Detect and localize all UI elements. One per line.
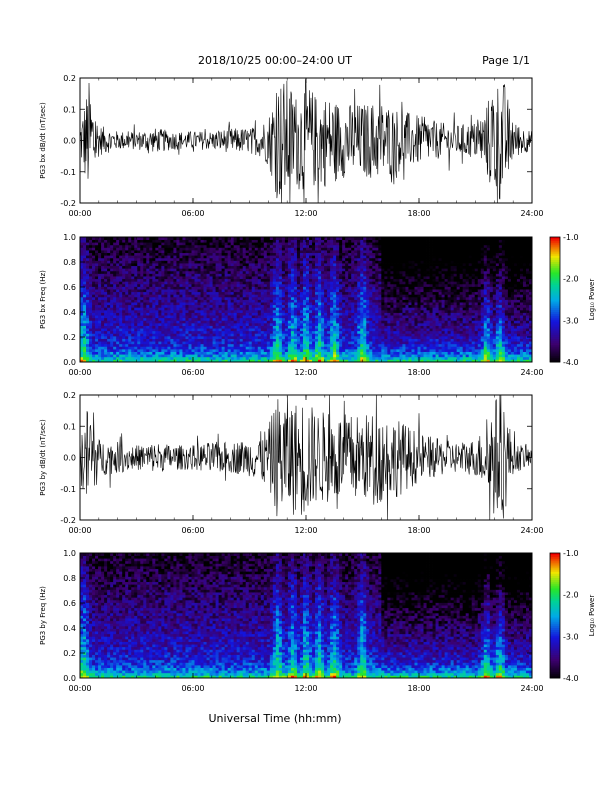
x-tick-label: 24:00	[520, 526, 543, 535]
y-tick-label: 0.2	[63, 74, 76, 83]
y-tick-label: 0.0	[63, 454, 76, 463]
x-tick-label: 24:00	[520, 209, 543, 218]
y-tick-label: 0.1	[63, 422, 76, 431]
colorbar-label: Log₁₀ Power	[588, 279, 596, 321]
x-axis-label: Universal Time (hh:mm)	[209, 712, 342, 725]
chart-panel-1: 00:00 06:00 12:00 18:00 24:00 0.2 0.1 0.0 -0.1 -0…	[39, 74, 544, 218]
x-tick-label: 12:00	[294, 526, 317, 535]
x-tick-label: 24:00	[520, 684, 543, 693]
x-tick-label: 18:00	[407, 526, 430, 535]
series-line	[80, 79, 532, 203]
x-tick-label: 00:00	[68, 368, 91, 377]
y-tick-label: -0.1	[60, 168, 76, 177]
x-tick-label: 18:00	[407, 684, 430, 693]
colorbar-tick-label: -2.0	[563, 591, 579, 600]
x-tick-label: 12:00	[294, 684, 317, 693]
x-tick-label: 24:00	[520, 368, 543, 377]
colorbar-tick-label: -3.0	[563, 632, 579, 641]
x-tick-label: 00:00	[68, 209, 91, 218]
y-tick-label: -0.1	[60, 485, 76, 494]
x-tick-label: 06:00	[181, 209, 204, 218]
x-tick-label: 12:00	[294, 368, 317, 377]
x-tick-label: 06:00	[181, 368, 204, 377]
y-tick-label: 0.8	[63, 574, 76, 583]
y-axis-label: PG3 bx Freq (Hz)	[39, 270, 47, 329]
y-tick-label: 0.4	[63, 624, 76, 633]
spectrogram-cells	[80, 553, 532, 678]
y-tick-label: 0.0	[63, 137, 76, 146]
colorbar: -1.0 -2.0 -3.0 -4.0 Log₁₀ Power	[550, 549, 596, 683]
y-tick-label: 0.6	[63, 283, 76, 292]
y-tick-label: 0.1	[63, 105, 76, 114]
y-axis-label: PG3 by dB/dt (nT/sec)	[39, 419, 47, 496]
y-tick-label: 1.0	[63, 549, 76, 558]
colorbar-tick-label: -1.0	[563, 549, 579, 558]
chart-panel-4: -1.0 -2.0 -3.0 -4.0 Log₁₀ Power 00:00 06:00 12:…	[39, 549, 596, 693]
x-tick-label: 18:00	[407, 368, 430, 377]
y-tick-label: 0.8	[63, 258, 76, 267]
page-title: 2018/10/25 00:00–24:00 UT	[198, 54, 352, 67]
colorbar-tick-label: -1.0	[563, 233, 579, 242]
series-line	[80, 395, 532, 520]
y-tick-label: 0.6	[63, 599, 76, 608]
chart-panel-2: -1.0 -2.0 -3.0 -4.0 Log₁₀ Power 00:00 06:00 12:…	[39, 233, 596, 377]
colorbar-tick-label: -4.0	[563, 358, 579, 367]
y-tick-label: 0.2	[63, 391, 76, 400]
spectrogram-cells	[80, 237, 532, 362]
y-tick-label: 1.0	[63, 233, 76, 242]
y-tick-label: 0.0	[63, 674, 76, 683]
y-axis-label: PG3 by Freq (Hz)	[39, 586, 47, 645]
page-number: Page 1/1	[482, 54, 530, 67]
x-tick-label: 06:00	[181, 684, 204, 693]
chart-panel-3: 00:00 06:00 12:00 18:00 24:00 0.2 0.1 0.0 -0.1 -0…	[39, 391, 544, 535]
x-tick-label: 00:00	[68, 684, 91, 693]
y-tick-label: 0.4	[63, 308, 76, 317]
x-tick-label: 00:00	[68, 526, 91, 535]
y-tick-label: -0.2	[60, 516, 76, 525]
y-axis-label: PG3 bx dB/dt (nT/sec)	[39, 102, 47, 179]
colorbar-tick-label: -4.0	[563, 674, 579, 683]
colorbar: -1.0 -2.0 -3.0 -4.0 Log₁₀ Power	[550, 233, 596, 367]
colorbar-label: Log₁₀ Power	[588, 595, 596, 637]
colorbar-tick-label: -2.0	[563, 275, 579, 284]
y-tick-label: 0.2	[63, 333, 76, 342]
y-tick-label: 0.2	[63, 649, 76, 658]
colorbar-tick-label: -3.0	[563, 316, 579, 325]
x-tick-label: 12:00	[294, 209, 317, 218]
x-tick-label: 18:00	[407, 209, 430, 218]
y-tick-label: -0.2	[60, 199, 76, 208]
x-tick-label: 06:00	[181, 526, 204, 535]
y-tick-label: 0.0	[63, 358, 76, 367]
